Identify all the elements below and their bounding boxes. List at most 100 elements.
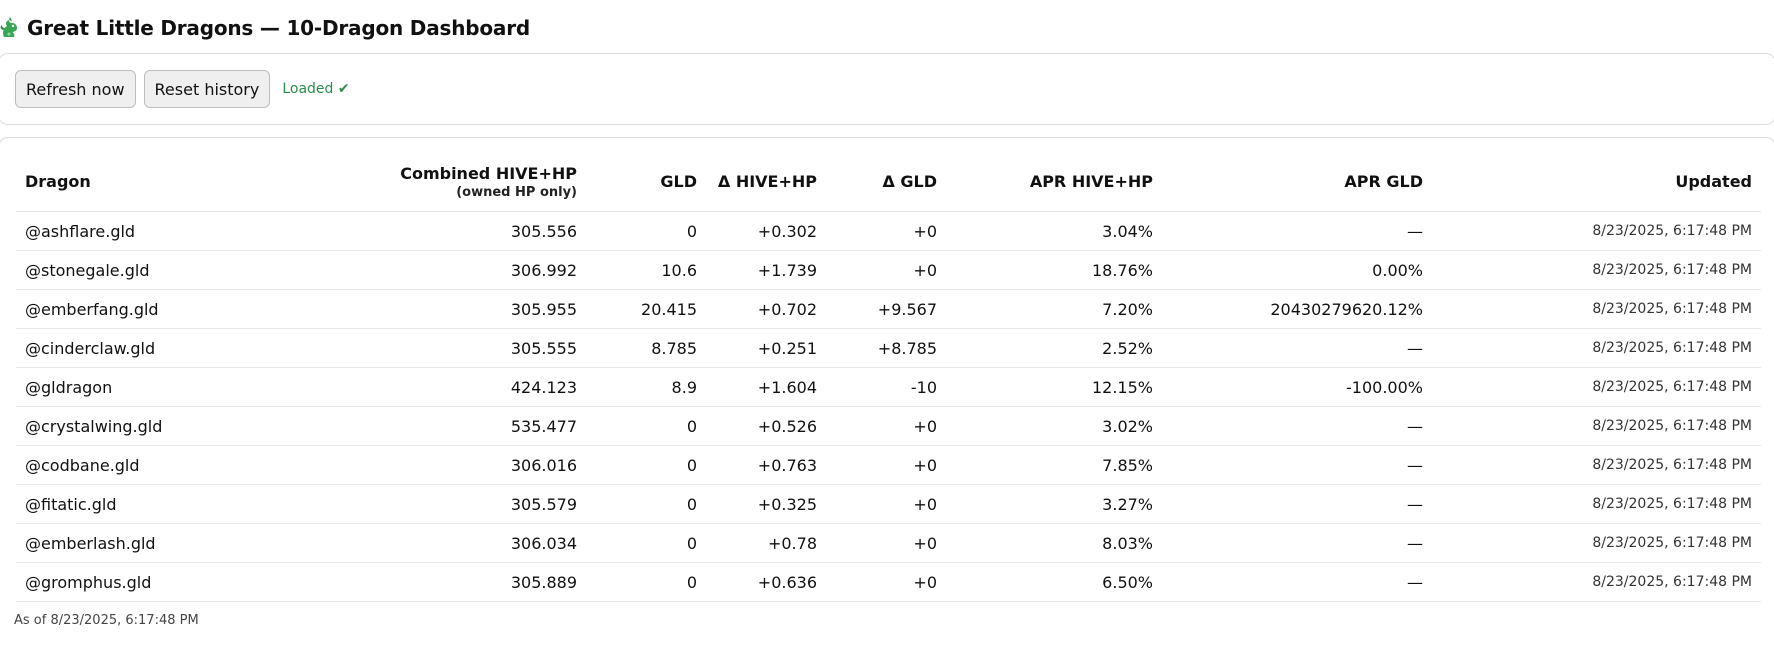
cell-delta-gld: +0 [826,211,946,251]
col-header-combined-sub: (owned HP only) [456,184,577,200]
cell-apr-gld: 0.00% [1162,250,1432,290]
cell-updated: 8/23/2025, 6:17:48 PM [1432,250,1761,290]
cell-apr-hive: 7.20% [946,289,1162,329]
cell-delta-gld: +0 [826,445,946,485]
cell-apr-hive: 3.02% [946,406,1162,446]
cell-gld: 0 [586,523,706,563]
table-row: @gromphus.gld 305.889 0 +0.636 +0 6.50% … [16,562,1761,602]
cell-delta-hive: +0.78 [706,523,826,563]
table-row: @codbane.gld 306.016 0 +0.763 +0 7.85% —… [16,445,1761,485]
col-header-dragon: Dragon [16,159,346,212]
col-header-apr-hive: APR HIVE+HP [946,159,1162,212]
cell-dragon: @cinderclaw.gld [16,328,346,368]
cell-delta-gld: +0 [826,406,946,446]
cell-updated: 8/23/2025, 6:17:48 PM [1432,406,1761,446]
cell-apr-gld: — [1162,562,1432,602]
table-header-row: Dragon Combined HIVE+HP (owned HP only) … [16,159,1761,212]
col-header-combined: Combined HIVE+HP (owned HP only) [346,159,586,212]
cell-dragon: @emberlash.gld [16,523,346,563]
table-row: @stonegale.gld 306.992 10.6 +1.739 +0 18… [16,250,1761,290]
cell-dragon: @gldragon [16,367,346,407]
cell-combined: 306.034 [346,523,586,563]
table-row: @ashflare.gld 305.556 0 +0.302 +0 3.04% … [16,211,1761,251]
table-row: @fitatic.gld 305.579 0 +0.325 +0 3.27% —… [16,484,1761,524]
cell-apr-hive: 8.03% [946,523,1162,563]
cell-delta-hive: +0.302 [706,211,826,251]
cell-gld: 8.9 [586,367,706,407]
cell-apr-gld: -100.00% [1162,367,1432,407]
col-header-gld: GLD [586,159,706,212]
table-row: @emberlash.gld 306.034 0 +0.78 +0 8.03% … [16,523,1761,563]
cell-apr-gld: — [1162,484,1432,524]
cell-updated: 8/23/2025, 6:17:48 PM [1432,484,1761,524]
table-row: @emberfang.gld 305.955 20.415 +0.702 +9.… [16,289,1761,329]
cell-dragon: @stonegale.gld [16,250,346,290]
cell-delta-gld: +0 [826,523,946,563]
title-row: Great Little Dragons — 10-Dragon Dashboa… [0,14,530,42]
cell-dragon: @ashflare.gld [16,211,346,251]
cell-delta-hive: +0.251 [706,328,826,368]
table-row: @gldragon 424.123 8.9 +1.604 -10 12.15% … [16,367,1761,407]
cell-dragon: @fitatic.gld [16,484,346,524]
reset-history-button[interactable]: Reset history [143,70,271,108]
cell-apr-hive: 7.85% [946,445,1162,485]
col-header-combined-label: Combined HIVE+HP [400,163,577,183]
cell-updated: 8/23/2025, 6:17:48 PM [1432,445,1761,485]
controls-panel: Refresh now Reset history Loaded ✔ [0,53,1774,125]
col-header-apr-gld: APR GLD [1162,159,1432,212]
cell-apr-hive: 12.15% [946,367,1162,407]
cell-delta-gld: +0 [826,250,946,290]
cell-updated: 8/23/2025, 6:17:48 PM [1432,562,1761,602]
toolbar: Refresh now Reset history Loaded ✔ [15,70,350,108]
cell-delta-hive: +0.636 [706,562,826,602]
cell-delta-gld: +0 [826,484,946,524]
cell-apr-hive: 18.76% [946,250,1162,290]
as-of-timestamp: As of 8/23/2025, 6:17:48 PM [14,613,199,628]
cell-gld: 10.6 [586,250,706,290]
cell-combined: 305.889 [346,562,586,602]
cell-gld: 0 [586,562,706,602]
cell-combined: 535.477 [346,406,586,446]
cell-combined: 306.992 [346,250,586,290]
cell-gld: 0 [586,484,706,524]
cell-apr-gld: 20430279620.12% [1162,289,1432,329]
cell-combined: 306.016 [346,445,586,485]
cell-updated: 8/23/2025, 6:17:48 PM [1432,289,1761,329]
table-row: @crystalwing.gld 535.477 0 +0.526 +0 3.0… [16,406,1761,446]
cell-gld: 0 [586,211,706,251]
cell-delta-hive: +1.604 [706,367,826,407]
cell-dragon: @emberfang.gld [16,289,346,329]
cell-apr-gld: — [1162,523,1432,563]
cell-gld: 0 [586,406,706,446]
cell-combined: 305.555 [346,328,586,368]
cell-gld: 0 [586,445,706,485]
table-body: @ashflare.gld 305.556 0 +0.302 +0 3.04% … [16,211,1761,602]
cell-dragon: @codbane.gld [16,445,346,485]
cell-gld: 20.415 [586,289,706,329]
cell-combined: 424.123 [346,367,586,407]
cell-apr-gld: — [1162,328,1432,368]
page-title: Great Little Dragons — 10-Dragon Dashboa… [27,16,530,40]
cell-apr-hive: 6.50% [946,562,1162,602]
cell-combined: 305.579 [346,484,586,524]
col-header-delta-hive: Δ HIVE+HP [706,159,826,212]
refresh-button[interactable]: Refresh now [15,70,136,108]
cell-updated: 8/23/2025, 6:17:48 PM [1432,328,1761,368]
dragon-icon [0,17,20,39]
cell-updated: 8/23/2025, 6:17:48 PM [1432,523,1761,563]
cell-apr-gld: — [1162,406,1432,446]
cell-dragon: @gromphus.gld [16,562,346,602]
cell-delta-gld: -10 [826,367,946,407]
col-header-delta-gld: Δ GLD [826,159,946,212]
status-text: Loaded ✔ [282,81,350,97]
cell-combined: 305.556 [346,211,586,251]
cell-updated: 8/23/2025, 6:17:48 PM [1432,367,1761,407]
cell-delta-hive: +0.526 [706,406,826,446]
cell-delta-hive: +0.325 [706,484,826,524]
cell-delta-hive: +1.739 [706,250,826,290]
table-panel: Dragon Combined HIVE+HP (owned HP only) … [0,137,1774,647]
cell-delta-hive: +0.702 [706,289,826,329]
cell-dragon: @crystalwing.gld [16,406,346,446]
col-header-updated: Updated [1432,159,1761,212]
